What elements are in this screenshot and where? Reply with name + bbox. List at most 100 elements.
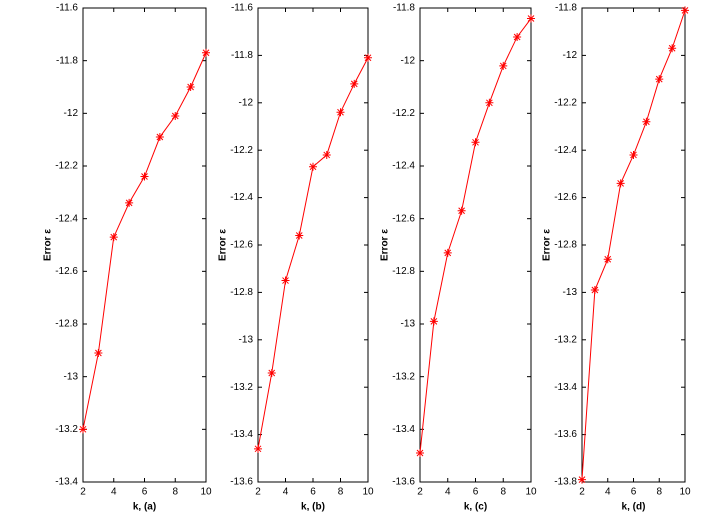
x-tick-label: 6 xyxy=(310,487,316,498)
x-axis-label: k, (d) xyxy=(622,502,646,513)
x-axis-label: k, (b) xyxy=(301,502,325,513)
y-tick-label: -13.2 xyxy=(554,334,577,345)
y-tick-label: -13.6 xyxy=(554,429,577,440)
y-tick-label: -13.4 xyxy=(230,429,253,440)
y-tick-label: -13.2 xyxy=(230,382,253,393)
y-tick-label: -12 xyxy=(64,108,79,119)
y-tick-label: -13 xyxy=(239,334,254,345)
y-tick-label: -12.4 xyxy=(392,161,415,172)
y-tick-label: -12.6 xyxy=(554,192,577,203)
x-tick-label: 6 xyxy=(142,487,148,498)
x-tick-label: 10 xyxy=(679,487,691,498)
x-tick-label: 10 xyxy=(362,487,374,498)
data-point xyxy=(336,108,345,117)
data-point xyxy=(94,348,103,357)
data-point xyxy=(603,255,612,264)
data-point xyxy=(668,44,677,53)
x-tick-label: 8 xyxy=(172,487,178,498)
panel: -13.8 -13.6 -13.4 -13.2 -13 -12.8 -12.6 -12.4 -1… xyxy=(542,3,691,513)
y-axis-label: Error ε xyxy=(43,229,54,261)
x-tick-label: 6 xyxy=(631,487,637,498)
x-tick-label: 10 xyxy=(525,487,537,498)
data-point xyxy=(590,286,599,295)
data-line xyxy=(419,18,532,454)
y-axis-label: Error ε xyxy=(542,229,553,261)
y-tick-label: -13.8 xyxy=(554,477,577,488)
plot-frame xyxy=(257,7,369,483)
y-tick-label: -12.8 xyxy=(392,266,415,277)
data-point xyxy=(499,61,508,70)
y-tick-label: -13 xyxy=(401,319,416,330)
data-point xyxy=(295,231,304,240)
y-tick-label: -12.8 xyxy=(55,319,78,330)
data-point xyxy=(109,233,118,242)
data-point xyxy=(642,117,651,126)
y-tick-label: -12.8 xyxy=(554,240,577,251)
data-point xyxy=(79,425,87,434)
x-tick-label: 4 xyxy=(605,487,611,498)
y-tick-label: -13.4 xyxy=(55,477,78,488)
y-tick-label: -12.4 xyxy=(230,192,253,203)
y-tick-label: -11.6 xyxy=(231,3,253,14)
x-axis-label: k, (c) xyxy=(464,502,487,513)
y-tick-label: -13.4 xyxy=(392,424,415,435)
y-tick-label: -12.2 xyxy=(55,161,78,172)
data-line xyxy=(82,52,207,430)
y-tick-label: -12.2 xyxy=(230,145,253,156)
y-tick-label: -12.6 xyxy=(392,213,415,224)
y-tick-label: -12 xyxy=(239,97,254,108)
y-tick-label: -13.2 xyxy=(392,371,415,382)
y-tick-label: -11.6 xyxy=(56,3,78,14)
y-tick-label: -12.4 xyxy=(55,213,78,224)
y-axis-label: Error ε xyxy=(380,229,391,261)
data-point xyxy=(527,14,535,23)
data-point xyxy=(471,138,480,147)
data-point xyxy=(578,475,586,484)
y-tick-label: -11.8 xyxy=(231,50,253,61)
data-point xyxy=(364,53,372,62)
y-tick-label: -11.8 xyxy=(393,3,415,14)
data-point xyxy=(416,449,424,458)
data-point xyxy=(322,150,331,159)
x-tick-label: 10 xyxy=(200,487,212,498)
plot-frame xyxy=(419,7,532,483)
y-tick-label: -12 xyxy=(563,50,578,61)
x-tick-label: 8 xyxy=(656,487,662,498)
data-point xyxy=(267,368,276,377)
data-point xyxy=(202,48,210,57)
y-tick-label: -12.4 xyxy=(554,145,577,156)
data-point xyxy=(309,162,317,171)
data-point xyxy=(616,179,625,188)
y-tick-label: -11.8 xyxy=(56,55,78,66)
x-tick-label: 4 xyxy=(445,487,451,498)
y-tick-label: -11.8 xyxy=(555,3,577,14)
x-tick-label: 4 xyxy=(111,487,117,498)
data-point xyxy=(655,75,664,84)
plot-frame xyxy=(82,7,207,483)
x-tick-label: 4 xyxy=(283,487,289,498)
data-point xyxy=(186,83,195,91)
data-point xyxy=(125,198,134,207)
data-point xyxy=(350,79,359,88)
x-tick-label: 2 xyxy=(417,487,423,498)
data-point xyxy=(629,150,638,159)
data-point xyxy=(457,206,466,215)
y-tick-label: -13.4 xyxy=(554,382,577,393)
y-tick-label: -13.2 xyxy=(55,424,78,435)
data-point xyxy=(681,6,689,15)
y-tick-label: -12.2 xyxy=(392,108,415,119)
x-axis-label: k, (a) xyxy=(133,502,156,513)
data-point xyxy=(155,133,164,142)
data-point xyxy=(485,98,494,107)
x-tick-label: 8 xyxy=(338,487,344,498)
y-tick-label: -12.2 xyxy=(554,97,577,108)
y-tick-label: -13.6 xyxy=(230,477,253,488)
panel: -13.4 -13.2 -13 -12.8 -12.6 -12.4 -12.2 -12 -11.… xyxy=(43,3,212,513)
y-tick-label: -12 xyxy=(401,55,416,66)
y-tick-label: -12.8 xyxy=(230,287,253,298)
data-point xyxy=(171,111,180,120)
data-line xyxy=(257,57,369,449)
data-point xyxy=(281,276,290,285)
